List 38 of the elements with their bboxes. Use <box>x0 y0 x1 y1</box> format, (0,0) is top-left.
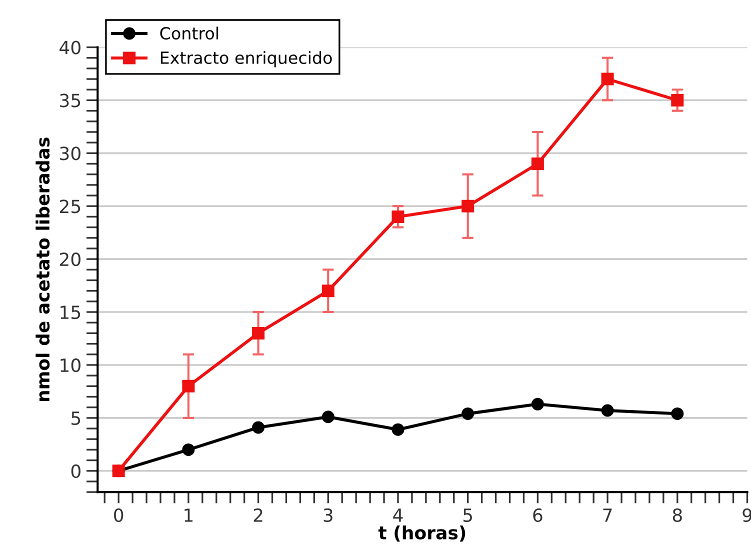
point <box>182 443 195 456</box>
x-tick-label: 6 <box>533 508 542 522</box>
y-tick-label: 25 <box>60 200 80 214</box>
y-axis-title: nmol de acetato liberadas <box>36 138 50 402</box>
x-tick-label: 3 <box>324 508 332 522</box>
y-tick-label: 5 <box>72 412 80 426</box>
point <box>531 158 544 170</box>
point <box>671 94 684 106</box>
point <box>601 404 614 417</box>
point <box>392 210 404 223</box>
y-tick-label: 0 <box>71 464 80 478</box>
x-tick-label: 8 <box>672 508 682 522</box>
point <box>322 410 334 424</box>
x-tick-label: 0 <box>114 508 124 522</box>
x-tick-label: 2 <box>254 508 262 522</box>
legend-label: Extracto enriquecido <box>160 51 332 68</box>
x-tick-label: 1 <box>184 508 193 522</box>
point <box>252 421 265 434</box>
point <box>182 380 195 392</box>
y-tick-label: 15 <box>60 306 80 320</box>
point <box>462 200 474 212</box>
point <box>531 398 544 410</box>
y-tick-label: 20 <box>60 252 80 266</box>
point <box>252 326 265 340</box>
point <box>462 407 474 420</box>
x-axis-title: t (horas) <box>378 526 466 542</box>
x-tick-label: 4 <box>393 508 403 522</box>
y-tick-label: 35 <box>60 94 80 108</box>
x-tick-label: 7 <box>603 508 612 522</box>
y-tick-label: 40 <box>60 40 80 54</box>
point <box>322 284 334 298</box>
point <box>671 407 684 420</box>
point <box>392 423 404 436</box>
legend-label: Control <box>160 26 218 40</box>
x-tick-label: 5 <box>463 508 472 522</box>
y-tick-label: 10 <box>60 358 80 372</box>
y-tick-label: 30 <box>60 146 80 160</box>
point <box>601 72 614 86</box>
